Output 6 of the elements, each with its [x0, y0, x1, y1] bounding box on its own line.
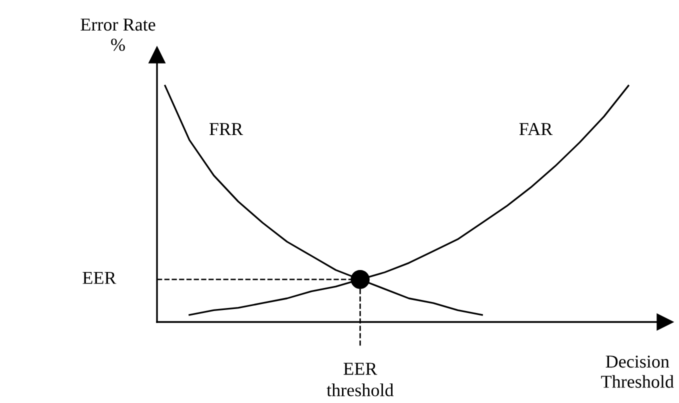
- text: EER threshold: [326, 362, 394, 396]
- x-axis-title: Decision Threshold: [601, 356, 674, 388]
- series-label: FRR: [209, 123, 244, 135]
- series-label: FAR: [519, 123, 553, 135]
- text: EER: [82, 272, 116, 284]
- y-axis-title: Error Rate %: [80, 18, 156, 51]
